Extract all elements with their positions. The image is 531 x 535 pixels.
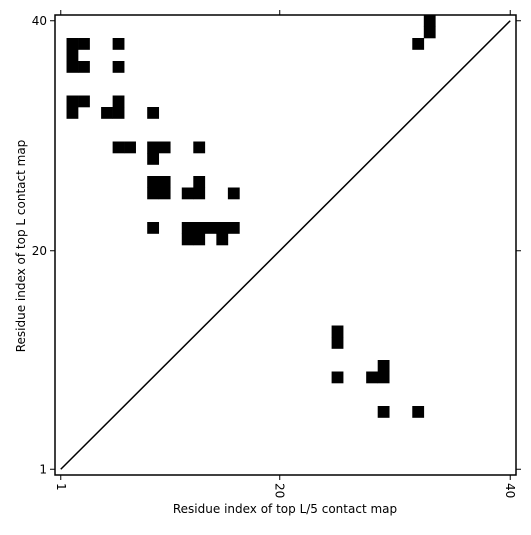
- contact-cell: [112, 61, 125, 73]
- contact-cell: [158, 141, 171, 154]
- contact-cell: [412, 406, 425, 418]
- contact-cell: [112, 38, 125, 50]
- contact-cell: [112, 141, 125, 154]
- contact-cell: [147, 107, 160, 119]
- contact-cell: [124, 141, 136, 154]
- contact-cell: [147, 176, 160, 188]
- contact-cell: [101, 107, 113, 119]
- contact-cell: [147, 187, 160, 200]
- contact-cell: [204, 222, 217, 234]
- contact-cell: [78, 95, 90, 108]
- contact-cell: [193, 233, 206, 246]
- contact-cell: [331, 371, 344, 384]
- contact-cell: [66, 61, 79, 73]
- contact-cell: [147, 222, 160, 234]
- contact-cell: [193, 187, 206, 200]
- contact-cell: [158, 176, 171, 188]
- x-axis-label: Residue index of top L/5 contact map: [173, 502, 397, 516]
- contact-cell: [193, 222, 206, 234]
- contact-cell: [78, 38, 90, 50]
- contact-cell: [181, 187, 194, 200]
- x-tick-label: 1: [54, 483, 68, 491]
- contact-cell: [423, 26, 436, 39]
- contact-cell: [158, 187, 171, 200]
- contact-cell: [66, 107, 79, 119]
- contact-cell: [181, 222, 194, 234]
- contact-cell: [227, 187, 240, 200]
- contact-cell: [181, 233, 194, 246]
- y-tick-label: 40: [32, 14, 47, 28]
- contact-cell: [112, 107, 125, 119]
- contact-cell: [377, 406, 390, 418]
- contact-cell: [147, 153, 160, 165]
- x-tick-label: 20: [273, 483, 287, 498]
- contact-cell: [66, 95, 79, 108]
- contact-cell: [147, 141, 160, 154]
- y-axis-label: Residue index of top L contact map: [14, 140, 28, 353]
- diagonal-line: [60, 20, 511, 470]
- plot-frame: [54, 14, 517, 476]
- contact-cell: [216, 222, 229, 234]
- x-tick-label: 40: [503, 483, 517, 498]
- contact-cell: [377, 360, 390, 372]
- contact-cell: [112, 95, 125, 108]
- contact-cell: [377, 371, 390, 384]
- contact-cell: [331, 325, 344, 338]
- y-tick-label: 20: [32, 244, 47, 258]
- contact-cell: [366, 371, 378, 384]
- contact-cell: [331, 337, 344, 349]
- contact-cell: [412, 38, 425, 50]
- contact-cell: [193, 141, 206, 154]
- contact-cell: [227, 222, 240, 234]
- contact-cell: [66, 38, 79, 50]
- contact-cell: [216, 233, 229, 246]
- y-tick-label: 1: [39, 462, 47, 476]
- contact-cell: [78, 61, 90, 73]
- contact-cell: [193, 176, 206, 188]
- contact-cell: [423, 15, 436, 27]
- contact-cell: [66, 49, 79, 62]
